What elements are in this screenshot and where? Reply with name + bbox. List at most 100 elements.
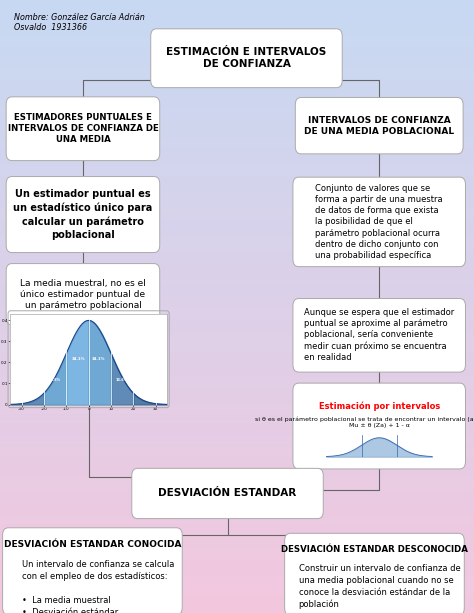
Bar: [0, 570, 474, 573]
Bar: [0, 325, 474, 328]
Bar: [0, 98, 474, 101]
Bar: [0, 254, 474, 257]
Bar: [0, 95, 474, 98]
Bar: [0, 607, 474, 610]
Bar: [0, 432, 474, 435]
Bar: [0, 380, 474, 383]
Bar: [0, 601, 474, 604]
Text: DESVIACIÓN ESTANDAR DESCONOCIDA: DESVIACIÓN ESTANDAR DESCONOCIDA: [281, 545, 468, 554]
Bar: [0, 245, 474, 248]
Bar: [0, 561, 474, 564]
Text: ESTIMADORES PUNTUALES E
INTERVALOS DE CONFIANZA DE
UNA MEDIA: ESTIMADORES PUNTUALES E INTERVALOS DE CO…: [8, 113, 158, 144]
Bar: [0, 331, 474, 334]
Bar: [0, 386, 474, 389]
Bar: [0, 270, 474, 273]
Bar: [0, 343, 474, 346]
Bar: [0, 15, 474, 18]
Bar: [0, 175, 474, 178]
Bar: [0, 138, 474, 141]
Bar: [0, 288, 474, 291]
Bar: [0, 564, 474, 567]
Bar: [0, 313, 474, 316]
Bar: [0, 398, 474, 402]
Bar: [0, 172, 474, 175]
Bar: [0, 46, 474, 49]
Text: Construir un intervalo de confianza de
una media poblacional cuando no se
conoce: Construir un intervalo de confianza de u…: [299, 564, 460, 609]
FancyBboxPatch shape: [293, 177, 465, 267]
Bar: [0, 472, 474, 475]
Bar: [0, 40, 474, 43]
Bar: [0, 518, 474, 521]
Bar: [0, 264, 474, 267]
FancyBboxPatch shape: [132, 468, 323, 519]
Bar: [0, 300, 474, 303]
FancyBboxPatch shape: [151, 29, 342, 88]
Bar: [0, 356, 474, 359]
Bar: [0, 352, 474, 356]
Bar: [0, 202, 474, 205]
Bar: [0, 481, 474, 484]
Bar: [0, 454, 474, 457]
Bar: [0, 166, 474, 169]
FancyBboxPatch shape: [6, 177, 160, 253]
Bar: [0, 524, 474, 527]
Text: Nombre: González García Adrián: Nombre: González García Adrián: [14, 13, 145, 23]
Bar: [0, 362, 474, 365]
FancyBboxPatch shape: [293, 383, 465, 469]
Bar: [0, 6, 474, 9]
Text: DESVIACIÓN ESTANDAR: DESVIACIÓN ESTANDAR: [158, 489, 297, 498]
Bar: [0, 592, 474, 595]
Bar: [0, 414, 474, 417]
Bar: [0, 303, 474, 306]
Bar: [0, 604, 474, 607]
Bar: [0, 49, 474, 52]
Bar: [0, 208, 474, 211]
Bar: [0, 429, 474, 432]
Bar: [0, 588, 474, 592]
Bar: [0, 9, 474, 12]
Bar: [0, 610, 474, 613]
Bar: [0, 126, 474, 129]
Text: Estimación por intervalos: Estimación por intervalos: [319, 402, 440, 411]
Bar: [0, 89, 474, 92]
Bar: [0, 447, 474, 451]
Bar: [0, 236, 474, 239]
Bar: [0, 55, 474, 58]
Bar: [0, 457, 474, 460]
Bar: [0, 147, 474, 150]
Bar: [0, 205, 474, 208]
Bar: [0, 43, 474, 46]
Bar: [0, 86, 474, 89]
Bar: [0, 67, 474, 70]
Bar: [0, 110, 474, 113]
Bar: [0, 322, 474, 325]
Bar: [0, 392, 474, 395]
Bar: [0, 316, 474, 319]
Bar: [0, 334, 474, 337]
Bar: [0, 104, 474, 107]
Bar: [0, 58, 474, 61]
Bar: [0, 12, 474, 15]
Bar: [0, 460, 474, 463]
Bar: [0, 533, 474, 536]
Bar: [0, 178, 474, 181]
Bar: [0, 282, 474, 285]
Bar: [0, 221, 474, 224]
Bar: [0, 411, 474, 414]
Bar: [0, 123, 474, 126]
Bar: [0, 291, 474, 294]
Bar: [0, 3, 474, 6]
Bar: [0, 595, 474, 598]
Bar: [0, 543, 474, 546]
Bar: [0, 285, 474, 288]
Bar: [0, 190, 474, 193]
Text: Un intervalo de confianza se calcula
con el empleo de dos estadísticos:

•  La m: Un intervalo de confianza se calcula con…: [22, 560, 174, 613]
Text: Osvaldo  1931366: Osvaldo 1931366: [14, 23, 87, 32]
Bar: [0, 92, 474, 95]
Bar: [0, 503, 474, 506]
Bar: [0, 328, 474, 331]
Bar: [0, 132, 474, 135]
FancyBboxPatch shape: [3, 528, 182, 613]
Bar: [0, 215, 474, 218]
Bar: [0, 546, 474, 549]
